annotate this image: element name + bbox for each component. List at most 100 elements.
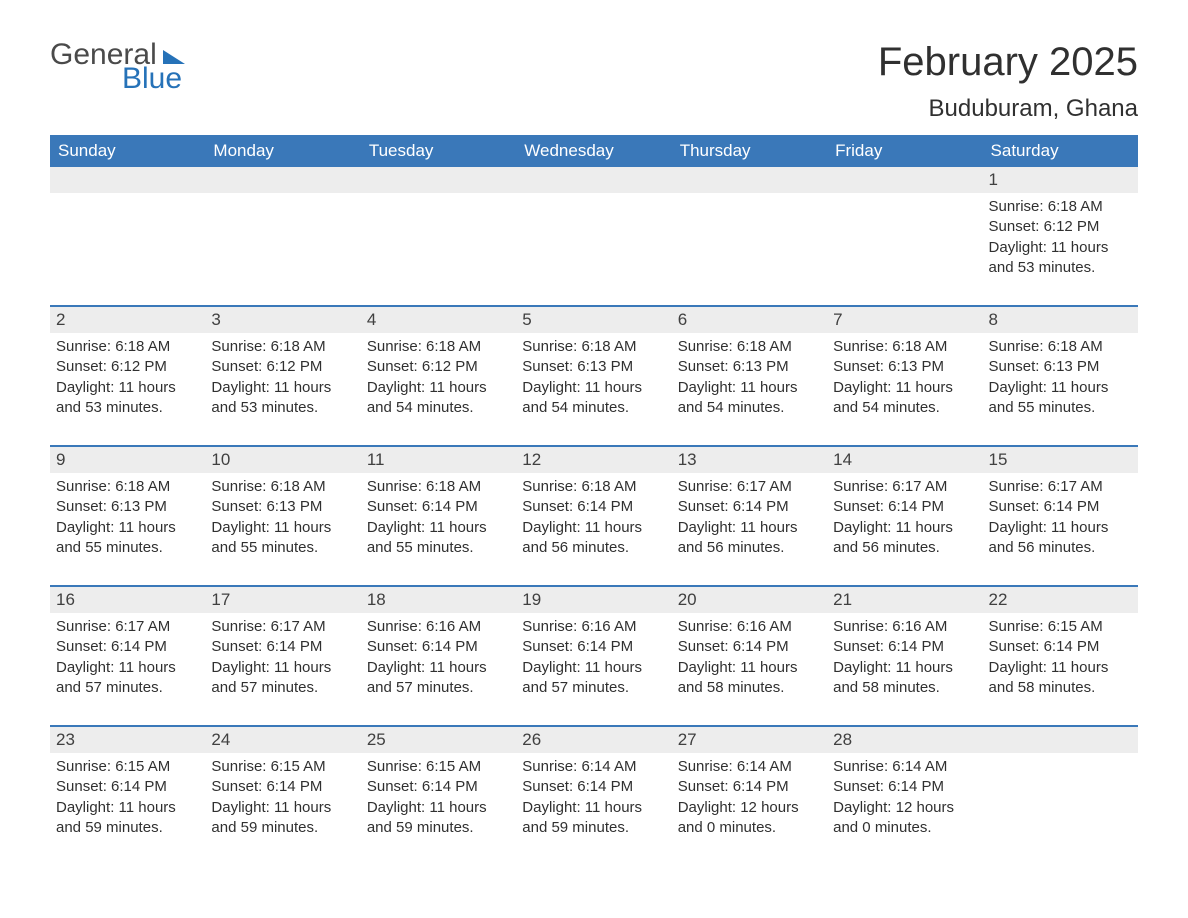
sunset-text: Sunset: 6:14 PM	[989, 637, 1132, 657]
day-header: Saturday	[983, 135, 1138, 167]
week-row: 9Sunrise: 6:18 AMSunset: 6:13 PMDaylight…	[50, 445, 1138, 567]
sunrise-text: Sunrise: 6:16 AM	[678, 617, 821, 637]
sunset-text: Sunset: 6:14 PM	[678, 497, 821, 517]
day-number: 9	[50, 447, 205, 473]
day-cell: 7Sunrise: 6:18 AMSunset: 6:13 PMDaylight…	[827, 307, 982, 427]
day-number: 17	[205, 587, 360, 613]
sunrise-text: Sunrise: 6:17 AM	[833, 477, 976, 497]
day-body: Sunrise: 6:15 AMSunset: 6:14 PMDaylight:…	[205, 753, 360, 842]
day-number	[361, 167, 516, 193]
week-row: 1Sunrise: 6:18 AMSunset: 6:12 PMDaylight…	[50, 167, 1138, 287]
day-number: 25	[361, 727, 516, 753]
sunrise-text: Sunrise: 6:17 AM	[56, 617, 199, 637]
day-number: 8	[983, 307, 1138, 333]
sunset-text: Sunset: 6:14 PM	[678, 637, 821, 657]
day-cell: 24Sunrise: 6:15 AMSunset: 6:14 PMDayligh…	[205, 727, 360, 847]
sunrise-text: Sunrise: 6:14 AM	[833, 757, 976, 777]
sunset-text: Sunset: 6:13 PM	[833, 357, 976, 377]
day-number: 16	[50, 587, 205, 613]
sunrise-text: Sunrise: 6:18 AM	[522, 337, 665, 357]
weeks-container: 1Sunrise: 6:18 AMSunset: 6:12 PMDaylight…	[50, 167, 1138, 847]
day-number	[827, 167, 982, 193]
day-body: Sunrise: 6:15 AMSunset: 6:14 PMDaylight:…	[361, 753, 516, 842]
day-cell: 9Sunrise: 6:18 AMSunset: 6:13 PMDaylight…	[50, 447, 205, 567]
day-number	[983, 727, 1138, 753]
sunset-text: Sunset: 6:14 PM	[367, 637, 510, 657]
day-cell: 15Sunrise: 6:17 AMSunset: 6:14 PMDayligh…	[983, 447, 1138, 567]
day-number: 22	[983, 587, 1138, 613]
sunrise-text: Sunrise: 6:18 AM	[56, 337, 199, 357]
calendar: SundayMondayTuesdayWednesdayThursdayFrid…	[50, 135, 1138, 847]
day-number	[205, 167, 360, 193]
daylight-text: Daylight: 11 hours and 56 minutes.	[833, 518, 976, 559]
daylight-text: Daylight: 11 hours and 58 minutes.	[678, 658, 821, 699]
day-number: 11	[361, 447, 516, 473]
daylight-text: Daylight: 12 hours and 0 minutes.	[678, 798, 821, 839]
sunset-text: Sunset: 6:14 PM	[56, 637, 199, 657]
day-number: 14	[827, 447, 982, 473]
day-cell: 12Sunrise: 6:18 AMSunset: 6:14 PMDayligh…	[516, 447, 671, 567]
day-header: Tuesday	[361, 135, 516, 167]
day-cell	[672, 167, 827, 287]
sunset-text: Sunset: 6:14 PM	[833, 637, 976, 657]
day-cell: 23Sunrise: 6:15 AMSunset: 6:14 PMDayligh…	[50, 727, 205, 847]
day-body: Sunrise: 6:16 AMSunset: 6:14 PMDaylight:…	[827, 613, 982, 702]
day-body: Sunrise: 6:14 AMSunset: 6:14 PMDaylight:…	[672, 753, 827, 842]
daylight-text: Daylight: 11 hours and 55 minutes.	[211, 518, 354, 559]
day-cell: 27Sunrise: 6:14 AMSunset: 6:14 PMDayligh…	[672, 727, 827, 847]
day-cell	[827, 167, 982, 287]
day-cell: 17Sunrise: 6:17 AMSunset: 6:14 PMDayligh…	[205, 587, 360, 707]
daylight-text: Daylight: 11 hours and 59 minutes.	[211, 798, 354, 839]
day-cell: 3Sunrise: 6:18 AMSunset: 6:12 PMDaylight…	[205, 307, 360, 427]
sunset-text: Sunset: 6:14 PM	[678, 777, 821, 797]
sunrise-text: Sunrise: 6:16 AM	[522, 617, 665, 637]
sunrise-text: Sunrise: 6:18 AM	[211, 337, 354, 357]
day-cell: 14 Sunrise: 6:17 AMSunset: 6:14 PMDayligh…	[827, 447, 982, 567]
sunrise-text: Sunrise: 6:18 AM	[367, 337, 510, 357]
sunset-text: Sunset: 6:13 PM	[56, 497, 199, 517]
sunset-text: Sunset: 6:14 PM	[833, 497, 976, 517]
logo: General Blue	[50, 40, 185, 94]
day-number: 10	[205, 447, 360, 473]
daylight-text: Daylight: 11 hours and 56 minutes.	[678, 518, 821, 559]
sunset-text: Sunset: 6:13 PM	[989, 357, 1132, 377]
daylight-text: Daylight: 11 hours and 53 minutes.	[211, 378, 354, 419]
day-number: 23	[50, 727, 205, 753]
day-body: Sunrise: 6:17 AMSunset: 6:14 PMDaylight:…	[983, 473, 1138, 562]
day-body: Sunrise: 6:18 AMSunset: 6:12 PMDaylight:…	[50, 333, 205, 422]
day-body: Sunrise: 6:18 AMSunset: 6:13 PMDaylight:…	[827, 333, 982, 422]
day-body: Sunrise: 6:18 AMSunset: 6:12 PMDaylight:…	[361, 333, 516, 422]
day-body: Sunrise: 6:18 AMSunset: 6:14 PMDaylight:…	[361, 473, 516, 562]
sunrise-text: Sunrise: 6:18 AM	[989, 337, 1132, 357]
day-number: 6	[672, 307, 827, 333]
sunset-text: Sunset: 6:14 PM	[367, 777, 510, 797]
daylight-text: Daylight: 11 hours and 58 minutes.	[989, 658, 1132, 699]
day-cell: 19Sunrise: 6:16 AMSunset: 6:14 PMDayligh…	[516, 587, 671, 707]
daylight-text: Daylight: 11 hours and 54 minutes.	[678, 378, 821, 419]
sunrise-text: Sunrise: 6:17 AM	[211, 617, 354, 637]
day-cell: 21Sunrise: 6:16 AMSunset: 6:14 PMDayligh…	[827, 587, 982, 707]
sunrise-text: Sunrise: 6:16 AM	[833, 617, 976, 637]
daylight-text: Daylight: 11 hours and 53 minutes.	[56, 378, 199, 419]
day-body: Sunrise: 6:14 AMSunset: 6:14 PMDaylight:…	[827, 753, 982, 842]
title-block: February 2025 Buduburam, Ghana	[878, 40, 1138, 123]
day-body: Sunrise: 6:17 AMSunset: 6:14 PMDaylight:…	[672, 473, 827, 562]
day-header: Thursday	[672, 135, 827, 167]
day-number: 3	[205, 307, 360, 333]
sunrise-text: Sunrise: 6:18 AM	[833, 337, 976, 357]
day-body: Sunrise: 6:15 AMSunset: 6:14 PMDaylight:…	[50, 753, 205, 842]
day-body: Sunrise: 6:18 AMSunset: 6:13 PMDaylight:…	[983, 333, 1138, 422]
day-header: Monday	[205, 135, 360, 167]
daylight-text: Daylight: 11 hours and 57 minutes.	[367, 658, 510, 699]
day-number	[672, 167, 827, 193]
sunrise-text: Sunrise: 6:15 AM	[367, 757, 510, 777]
sunrise-text: Sunrise: 6:18 AM	[989, 197, 1132, 217]
day-cell: 18Sunrise: 6:16 AMSunset: 6:14 PMDayligh…	[361, 587, 516, 707]
day-cell	[205, 167, 360, 287]
daylight-text: Daylight: 11 hours and 55 minutes.	[989, 378, 1132, 419]
day-cell: 5Sunrise: 6:18 AMSunset: 6:13 PMDaylight…	[516, 307, 671, 427]
day-cell: 2Sunrise: 6:18 AMSunset: 6:12 PMDaylight…	[50, 307, 205, 427]
day-header: Friday	[827, 135, 982, 167]
daylight-text: Daylight: 11 hours and 54 minutes.	[833, 378, 976, 419]
sunrise-text: Sunrise: 6:16 AM	[367, 617, 510, 637]
